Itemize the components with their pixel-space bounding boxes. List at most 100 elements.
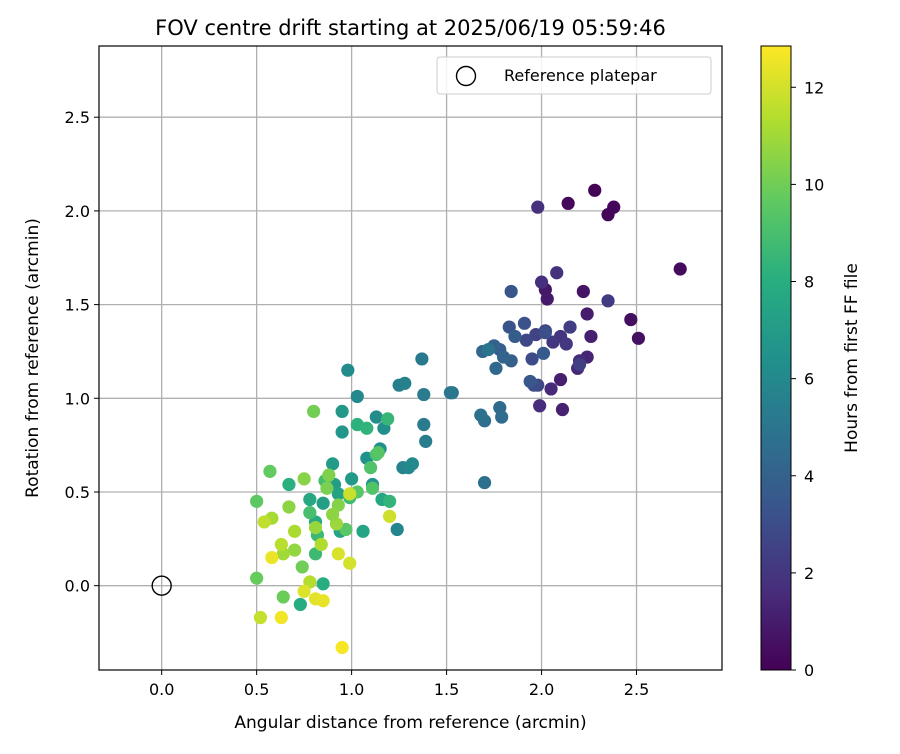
data-point-6 bbox=[631, 331, 646, 345]
data-point-37 bbox=[504, 284, 518, 299]
data-point-13 bbox=[555, 402, 570, 417]
data-point-10 bbox=[580, 307, 594, 321]
data-point-78 bbox=[331, 487, 345, 501]
data-point-24 bbox=[546, 335, 560, 349]
data-point-23 bbox=[559, 337, 573, 351]
data-point-107 bbox=[307, 404, 321, 419]
plot-frame bbox=[98, 45, 723, 671]
data-point-54 bbox=[443, 386, 457, 400]
data-point-126 bbox=[331, 547, 345, 561]
data-point-129 bbox=[316, 594, 330, 608]
data-point-18 bbox=[533, 399, 547, 413]
colorbar-label: Hours from first FF file bbox=[842, 263, 862, 453]
data-point-124 bbox=[383, 509, 397, 523]
data-point-57 bbox=[417, 417, 431, 432]
colorbar-tick-label-5: 10 bbox=[804, 175, 824, 194]
data-point-108 bbox=[320, 481, 334, 495]
data-point-119 bbox=[314, 537, 328, 552]
data-point-19 bbox=[534, 275, 549, 289]
data-point-48 bbox=[495, 410, 509, 424]
data-point-26 bbox=[563, 320, 577, 334]
legend-reference-marker bbox=[455, 65, 477, 87]
data-point-127 bbox=[297, 584, 311, 598]
x-axis-label: Angular distance from reference (arcmin) bbox=[234, 713, 586, 733]
data-point-44 bbox=[496, 350, 511, 364]
data-point-51 bbox=[474, 408, 488, 422]
data-point-4 bbox=[673, 262, 687, 276]
data-point-34 bbox=[538, 326, 552, 340]
data-point-27 bbox=[572, 357, 587, 372]
colorbar-tick-label-0: 0 bbox=[804, 661, 814, 680]
data-point-20 bbox=[531, 200, 545, 214]
colorbar-ticks: 0 2 4 6 8 10 12 bbox=[791, 78, 824, 680]
data-point-12 bbox=[553, 372, 568, 387]
data-point-2 bbox=[601, 208, 615, 222]
legend: Reference platepar bbox=[436, 56, 712, 95]
colorbar-tick-label-3: 6 bbox=[804, 370, 814, 389]
y-tick-label-4: 2.0 bbox=[65, 202, 90, 221]
data-point-80 bbox=[356, 524, 370, 538]
data-point-88 bbox=[360, 421, 374, 435]
data-point-67 bbox=[369, 410, 383, 424]
data-point-77 bbox=[316, 496, 330, 510]
data-point-73 bbox=[335, 404, 349, 419]
data-point-38 bbox=[523, 374, 537, 389]
data-point-72 bbox=[335, 425, 349, 439]
data-point-75 bbox=[326, 457, 340, 471]
data-point-103 bbox=[263, 464, 277, 478]
y-axis-label: Rotation from reference (arcmin) bbox=[23, 218, 43, 498]
data-point-90 bbox=[381, 412, 395, 426]
data-point-122 bbox=[257, 515, 271, 529]
data-point-56 bbox=[417, 387, 431, 402]
data-point-89 bbox=[383, 494, 397, 508]
data-point-106 bbox=[295, 560, 309, 574]
data-point-31 bbox=[519, 333, 533, 347]
y-axis-ticks: 0.0 0.5 1.0 1.5 2.0 2.5 bbox=[65, 108, 99, 596]
data-point-5 bbox=[624, 312, 638, 327]
reference-marker-group bbox=[151, 575, 172, 596]
data-point-133 bbox=[253, 610, 268, 625]
colorbar-tick-label-1: 2 bbox=[804, 564, 814, 583]
data-point-39 bbox=[536, 346, 551, 360]
x-axis-ticks: 0.0 0.5 1.0 1.5 2.0 2.5 bbox=[149, 670, 649, 699]
colorbar: 0 2 4 6 8 10 12 Hours from first FF file bbox=[760, 45, 862, 680]
data-point-113 bbox=[288, 543, 302, 557]
data-point-40 bbox=[508, 329, 522, 344]
legend-box bbox=[436, 56, 712, 95]
colorbar-gradient bbox=[760, 45, 792, 671]
data-point-131 bbox=[274, 610, 288, 625]
data-point-25 bbox=[601, 294, 615, 308]
data-point-132 bbox=[335, 640, 349, 655]
data-point-95 bbox=[303, 505, 317, 520]
x-tick-label-1: 0.5 bbox=[244, 680, 269, 699]
data-point-21 bbox=[550, 266, 564, 280]
data-point-86 bbox=[282, 477, 296, 492]
data-point-7 bbox=[576, 284, 590, 299]
data-point-118 bbox=[288, 524, 302, 538]
data-point-58 bbox=[419, 434, 433, 448]
data-point-85 bbox=[316, 577, 330, 591]
data-point-105 bbox=[276, 590, 290, 604]
y-tick-label-5: 2.5 bbox=[65, 108, 90, 127]
x-tick-label-2: 1.0 bbox=[339, 680, 364, 699]
data-point-55 bbox=[415, 352, 429, 366]
data-point-84 bbox=[293, 597, 307, 612]
data-point-46 bbox=[489, 361, 503, 375]
data-point-62 bbox=[390, 522, 404, 537]
y-tick-label-3: 1.5 bbox=[65, 296, 90, 315]
data-point-9 bbox=[540, 292, 554, 306]
x-tick-label-0: 0.0 bbox=[149, 680, 174, 699]
data-point-130 bbox=[265, 550, 279, 565]
data-point-111 bbox=[297, 472, 311, 486]
data-point-82 bbox=[303, 492, 317, 507]
colorbar-tick-label-2: 4 bbox=[804, 467, 814, 486]
data-point-112 bbox=[282, 500, 296, 514]
legend-label-reference-platepar: Reference platepar bbox=[504, 66, 657, 85]
data-point-32 bbox=[525, 352, 539, 366]
data-point-11 bbox=[584, 329, 598, 344]
data-point-65 bbox=[350, 389, 364, 404]
data-point-123 bbox=[343, 487, 357, 501]
data-point-101 bbox=[339, 522, 353, 537]
data-point-0 bbox=[588, 183, 602, 197]
